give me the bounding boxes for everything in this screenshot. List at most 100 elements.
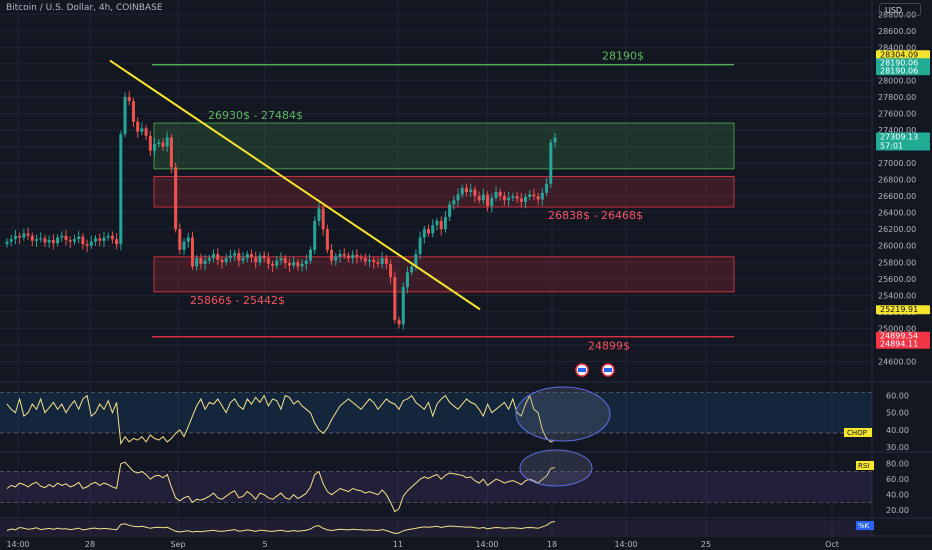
price-badge <box>876 50 930 60</box>
candle <box>460 187 464 195</box>
time-tick-label: Oct <box>825 540 839 549</box>
candle <box>321 208 325 230</box>
price-tick-label: 27400.00 <box>878 126 916 135</box>
supply-zone <box>153 176 735 208</box>
candle <box>304 260 308 264</box>
candle <box>372 259 376 263</box>
candle <box>532 194 536 197</box>
candle <box>144 128 148 136</box>
candle <box>157 142 161 145</box>
candle <box>523 196 527 202</box>
time-tick-label: 14:00 <box>614 540 637 549</box>
candle <box>254 257 258 263</box>
candle <box>528 194 532 197</box>
candle <box>140 128 144 132</box>
price-tick-label: 28800.00 <box>878 10 916 19</box>
candle <box>448 204 452 217</box>
candle <box>9 239 13 242</box>
candle <box>241 258 245 261</box>
candle <box>249 254 253 258</box>
indicator-tag <box>844 428 872 437</box>
candle <box>237 253 241 261</box>
candle <box>266 258 270 264</box>
indicator-tag <box>856 521 874 530</box>
price-tick-label: 26000.00 <box>878 242 916 251</box>
candle <box>68 239 72 242</box>
candle <box>507 197 511 201</box>
candle <box>136 121 140 132</box>
price-tick-label: 27000.00 <box>878 159 916 168</box>
chart-title: Bitcoin / U.S. Dollar, 4h, COINBASE <box>6 3 163 13</box>
candle <box>199 258 203 264</box>
flag-icon <box>578 368 586 372</box>
candle <box>85 244 89 246</box>
candle <box>494 192 498 198</box>
candle <box>355 254 359 258</box>
candle <box>47 239 51 243</box>
level-label: 28190$ <box>602 50 644 63</box>
indicator-tick-label: 20.00 <box>886 506 909 515</box>
price-tick-label: 27800.00 <box>878 93 916 102</box>
price-tick-label: 26400.00 <box>878 209 916 218</box>
time-tick-label: 14:00 <box>475 540 498 549</box>
candle <box>477 196 481 201</box>
price-badge-label: 28190.06 <box>880 66 918 75</box>
indicator-tick-label: 60.00 <box>886 392 909 401</box>
candle <box>334 256 338 261</box>
candle <box>283 258 287 264</box>
price-tick-label: 25800.00 <box>878 258 916 267</box>
candle <box>317 208 321 221</box>
indicator-tick-label: 60.00 <box>886 475 909 484</box>
indicator-tick-label: 50.00 <box>886 409 909 418</box>
indicator-tag-label: CHOP <box>847 429 867 437</box>
grid <box>0 0 872 536</box>
candle <box>338 254 342 257</box>
level-label: 24899$ <box>588 340 630 353</box>
candle <box>64 235 68 240</box>
price-tick-label: 26600.00 <box>878 192 916 201</box>
candle <box>490 197 494 207</box>
candle <box>469 189 473 192</box>
price-tick-label: 25600.00 <box>878 275 916 284</box>
candle <box>153 144 157 151</box>
indicator-band <box>0 520 872 535</box>
price-badge-label: 24894.11 <box>880 340 918 349</box>
time-tick-label: 25 <box>701 540 711 549</box>
indicator-tick-label: 40.00 <box>886 491 909 500</box>
indicator-tick-label: 80.00 <box>886 460 909 469</box>
highlight-ellipse <box>519 449 593 487</box>
candle <box>43 238 47 243</box>
price-badge-label: 28304.09 <box>880 50 918 59</box>
candles <box>5 91 557 330</box>
candle <box>207 258 211 261</box>
candle <box>115 239 119 245</box>
candle <box>174 167 178 230</box>
candle <box>190 237 194 267</box>
candle <box>216 254 220 260</box>
candle <box>13 235 17 240</box>
price-badge-label: 25219.91 <box>880 305 918 314</box>
candle <box>515 196 519 199</box>
candle <box>22 233 26 238</box>
indicator-tick-label: 40.00 <box>886 426 909 435</box>
price-tick-label: 27600.00 <box>878 109 916 118</box>
candle <box>418 237 422 254</box>
candle <box>279 258 283 261</box>
candle <box>414 254 418 267</box>
price-badge <box>876 132 930 142</box>
candle <box>389 263 393 278</box>
time-tick-label: Sep <box>170 540 185 549</box>
candle <box>405 272 409 288</box>
currency-selector[interactable]: USD <box>879 3 921 16</box>
candle <box>393 277 397 321</box>
candle <box>119 134 123 245</box>
candle <box>401 287 405 325</box>
price-badge <box>876 141 930 151</box>
price-badge <box>876 339 930 349</box>
candle <box>35 239 39 241</box>
candle <box>519 198 523 202</box>
candle <box>165 137 169 147</box>
zone-label: 25866$ - 25442$ <box>190 294 285 307</box>
candle <box>342 254 346 256</box>
